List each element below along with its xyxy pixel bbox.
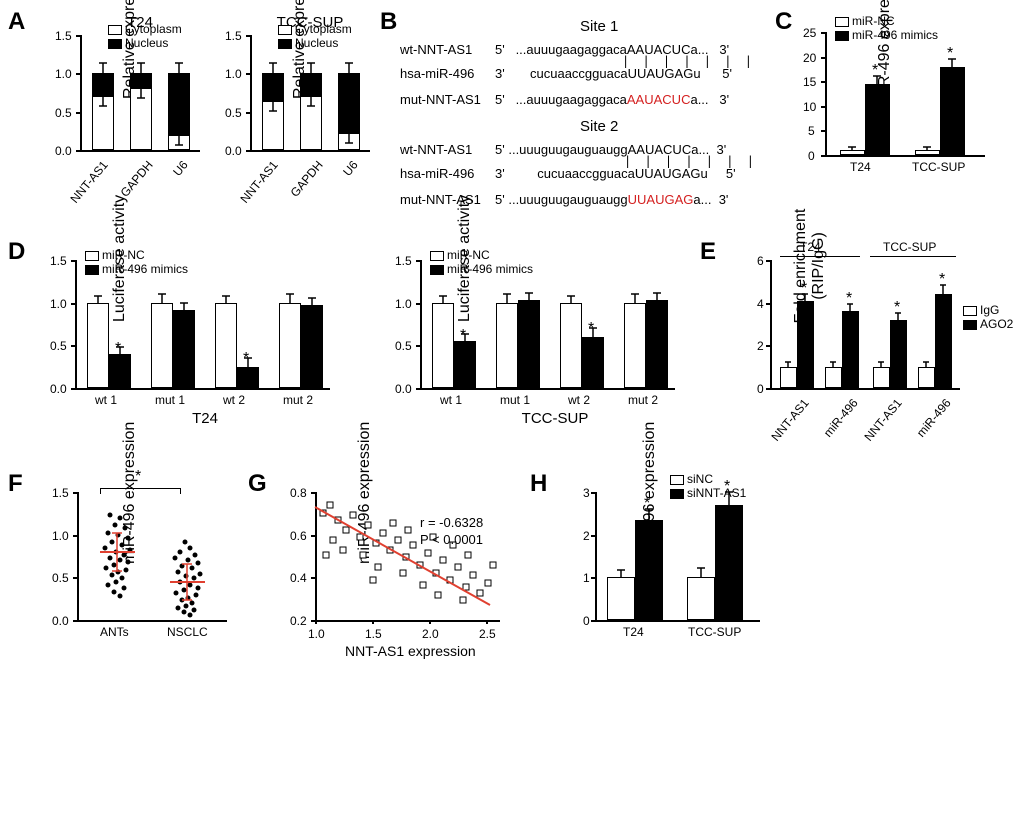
site1-title: Site 1 <box>580 18 618 35</box>
panel-a-chart-t24: T24 Relative expression 0.0 0.5 1.0 1.5 … <box>60 20 220 190</box>
panel-g-chart: miR-496 expression 0.2 0.4 0.6 0.8 1.0 1… <box>290 480 540 680</box>
panel-h-label: H <box>530 470 547 498</box>
legend: miR-NC miR-496 mimics <box>85 248 188 276</box>
stat-p: P < 0.0001 <box>420 532 483 547</box>
panel-c-label: C <box>775 8 792 36</box>
seq: 3' cucuaaccgguacaUUAUGAGu 5' <box>495 66 732 81</box>
panel-d-chart-t24: Luciferase activity 0.0 0.5 1.0 1.5 miR-… <box>55 248 355 438</box>
scatter-plot <box>315 492 500 620</box>
cell-line-label: TCC-SUP <box>883 240 936 254</box>
significance-star: * <box>947 45 953 63</box>
ytick: 0.5 <box>55 106 72 120</box>
legend: Cytoplasm Nucleus <box>278 22 352 50</box>
legend: miR-NC miR-496 mimics <box>430 248 533 276</box>
panel-d-chart-tccsup: Luciferase activity 0.0 0.5 1.0 1.5 miR-… <box>400 248 700 438</box>
panel-b-label: B <box>380 8 397 36</box>
seq-name: wt-NNT-AS1 <box>400 42 472 57</box>
chart-title: T24 <box>185 410 225 427</box>
xtick: mut 1 <box>155 393 185 407</box>
seq: 5' ...auuugaagaggacaAAUACUCa... 3' <box>495 92 729 107</box>
ytick: 1.5 <box>55 29 72 43</box>
bar <box>92 73 114 96</box>
seq-name: hsa-miR-496 <box>400 166 474 181</box>
xtick: wt 1 <box>95 393 117 407</box>
panel-h-chart: miR-496 expression 0 1 2 3 siNC siNNT-AS… <box>575 480 805 670</box>
panel-e-chart: Fold enrichment(RIP/IgG) 0 2 4 6 T24 TCC… <box>745 248 1015 468</box>
xtick: TCC-SUP <box>912 160 965 174</box>
legend: IgG AGO2 <box>963 303 1013 331</box>
ytick: 0.0 <box>55 144 72 158</box>
seq: 3' cucuaaccgguacaUUAUGAGu 5' <box>495 166 736 181</box>
seq: 5' ...uuuguugauguauggUUAUGAGa... 3' <box>495 192 728 207</box>
chart-title: TCC-SUP <box>515 410 595 427</box>
seq-name: hsa-miR-496 <box>400 66 474 81</box>
scatter-dots-nsclc <box>160 500 220 620</box>
panel-f-label: F <box>8 470 23 498</box>
scatter-dots-ants <box>90 500 150 620</box>
bar <box>130 73 152 88</box>
x-axis-label: NNT-AS1 expression <box>345 643 476 659</box>
legend: miR-NC miR-496 mimics <box>835 14 938 42</box>
site2-title: Site 2 <box>580 118 618 135</box>
panel-e-label: E <box>700 238 716 266</box>
seq-name: wt-NNT-AS1 <box>400 142 472 157</box>
ytick: 1.0 <box>55 67 72 81</box>
significance-star: * <box>872 62 878 80</box>
panel-f-chart: miR-496 expression 0.0 0.5 1.0 1.5 * <box>55 480 255 670</box>
seq-name: mut-NNT-AS1 <box>400 92 481 107</box>
xtick: U6 <box>154 158 190 198</box>
xtick: wt 2 <box>223 393 245 407</box>
xtick: mut 2 <box>283 393 313 407</box>
panel-g-label: G <box>248 470 267 498</box>
stat-r: r = -0.6328 <box>420 515 483 530</box>
cell-line-label: T24 <box>800 240 821 254</box>
xtick: T24 <box>850 160 871 174</box>
panel-a-label: A <box>8 8 25 36</box>
panel-a-chart-tccsup: TCC-SUP Relative expression 0.0 0.5 1.0 … <box>230 20 390 190</box>
bar <box>168 73 190 135</box>
legend: Cytoplasm Nucleus <box>108 22 182 50</box>
panel-c-chart: miR-496 expression 0 5 10 15 20 25 miR-N… <box>810 20 1010 195</box>
panel-d-label: D <box>8 238 25 266</box>
xtick: NNT-AS1 <box>61 158 110 213</box>
